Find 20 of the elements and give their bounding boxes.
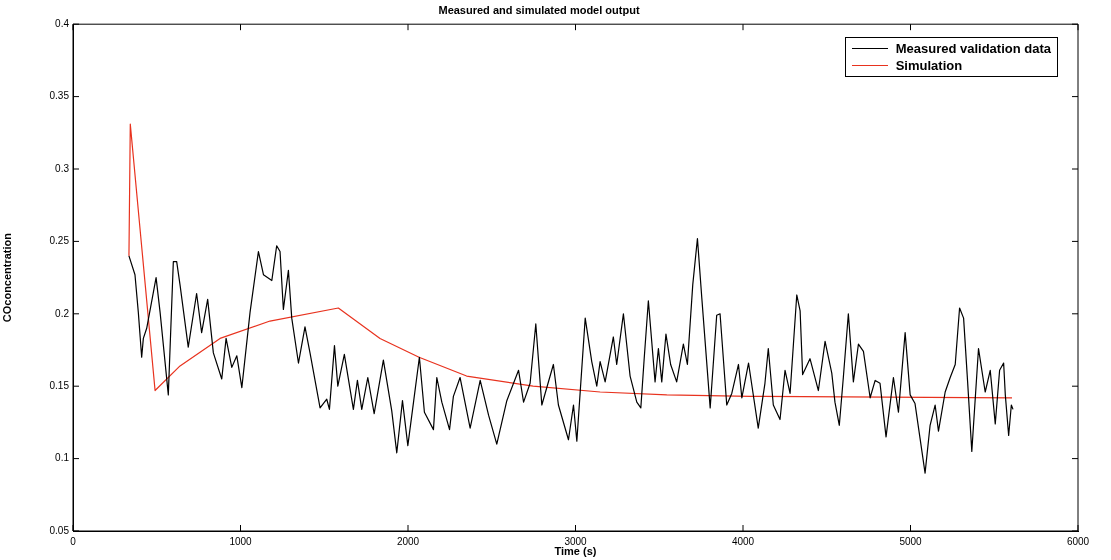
chart-title: Measured and simulated model output	[438, 3, 640, 16]
y-tick-label: 0.05	[49, 524, 70, 536]
x-tick-label: 1000	[229, 535, 253, 547]
y-axis-title: COconcentration	[0, 232, 13, 323]
x-tick-label: 0	[70, 535, 77, 547]
x-tick-label: 2000	[396, 535, 420, 547]
y-tick-label: 0.35	[49, 90, 70, 102]
x-axis-title: Time (s)	[554, 545, 597, 558]
legend-label: Simulation	[895, 58, 963, 73]
y-tick-label: 0.4	[55, 17, 70, 29]
y-tick-label: 0.1	[55, 452, 70, 464]
legend-label: Measured validation data	[895, 41, 1051, 56]
x-tick-label: 3000	[564, 535, 588, 547]
y-tick-label: 0.15	[49, 379, 70, 391]
x-tick-label: 6000	[1066, 535, 1090, 547]
y-tick-label: 0.25	[49, 235, 70, 247]
y-tick-label: 0.3	[55, 162, 70, 174]
x-tick-label: 4000	[731, 535, 755, 547]
x-tick-label: 5000	[899, 535, 923, 547]
y-tick-label: 0.2	[55, 307, 70, 319]
